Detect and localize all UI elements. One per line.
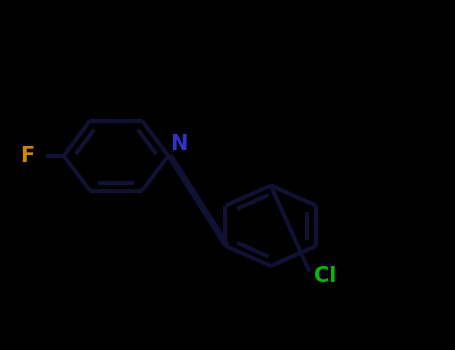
Text: Cl: Cl — [314, 266, 336, 287]
Text: F: F — [20, 146, 34, 166]
Text: N: N — [171, 134, 188, 154]
